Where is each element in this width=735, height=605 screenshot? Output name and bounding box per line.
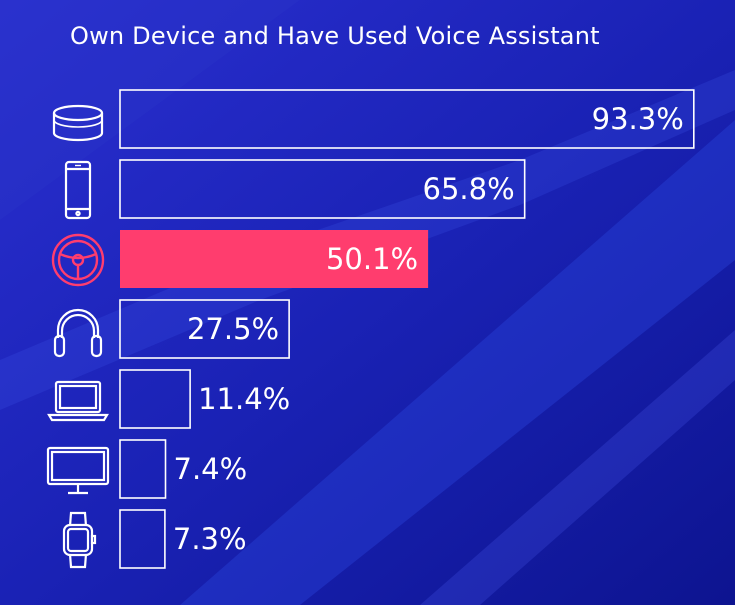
bar-value-label: 11.4% [198,382,290,416]
bar-value-label: 7.4% [174,452,248,486]
bar-value-label: 27.5% [187,312,279,346]
bar-value-label: 50.1% [326,242,418,276]
laptop-icon [46,370,110,430]
bar-smartphone [119,159,526,219]
smartphone-icon [46,160,110,220]
smartwatch-icon [46,510,110,570]
bar-value-label: 7.3% [173,522,247,556]
monitor-icon [46,440,110,500]
bar-laptop [119,369,191,429]
bar-smart-speaker [119,89,695,149]
bar-smartwatch [119,509,166,569]
bar-headphones [119,299,290,359]
bar-value-label: 93.3% [592,102,684,136]
bar-value-label: 65.8% [423,172,515,206]
headphones-icon [46,300,110,360]
steering-wheel-icon [46,230,110,290]
bar-monitor [119,439,167,499]
chart-title: Own Device and Have Used Voice Assistant [70,22,600,50]
bar-steering-wheel [120,230,429,288]
smart-speaker-icon [46,93,110,153]
